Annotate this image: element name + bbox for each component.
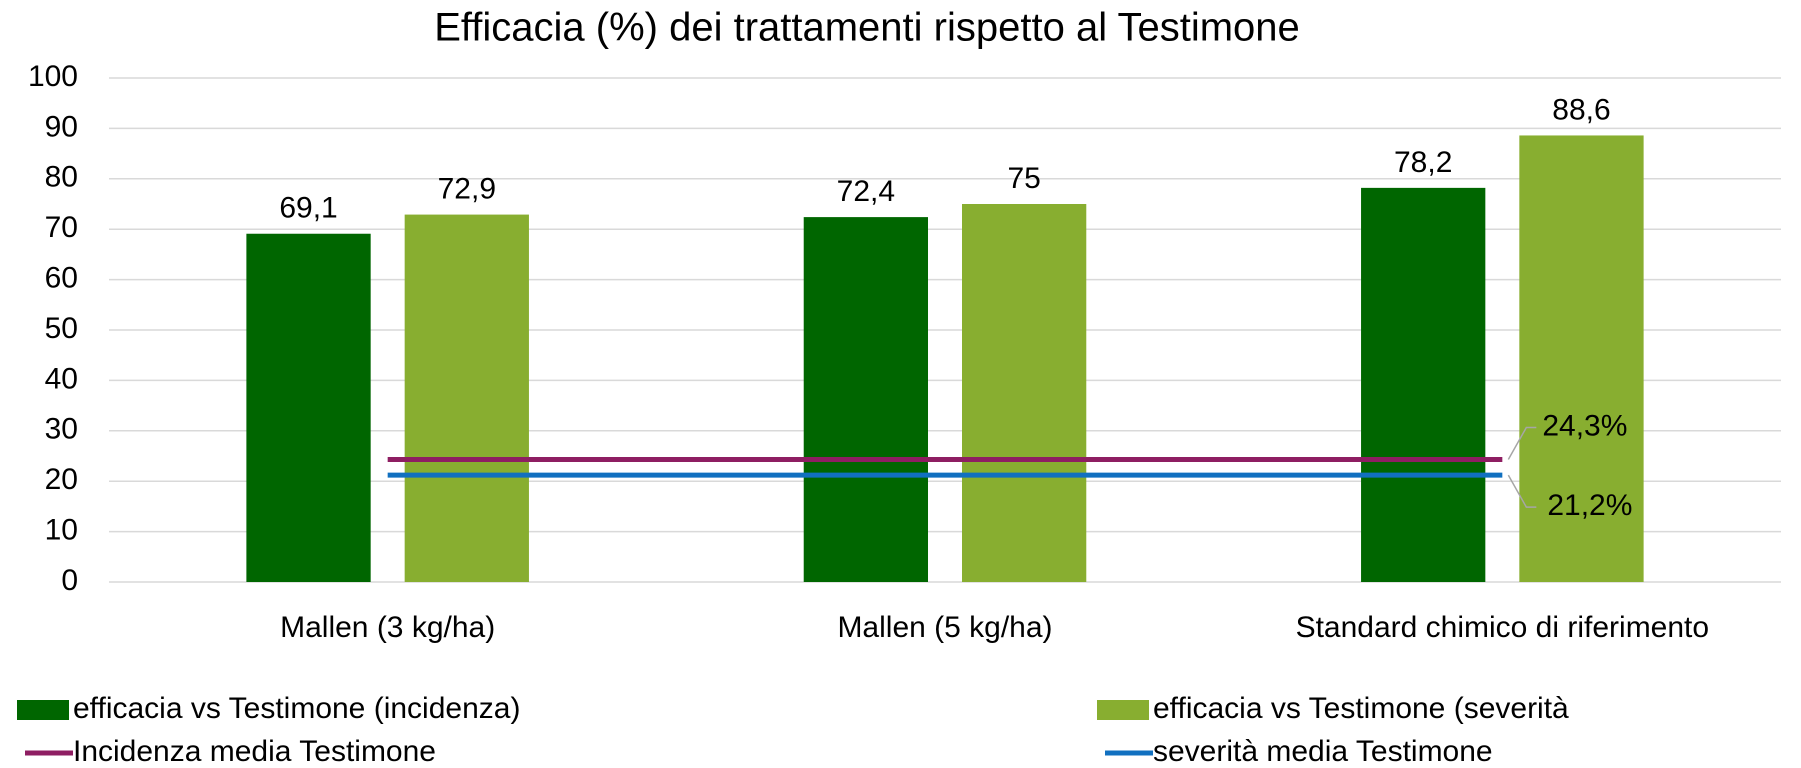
leader-line	[1507, 426, 1537, 460]
x-tick-label: Mallen (3 kg/ha)	[280, 611, 495, 644]
y-tick-label: 90	[45, 110, 78, 143]
data-label: 24,3%	[1542, 409, 1627, 442]
leader-line	[1507, 474, 1537, 508]
bar	[803, 217, 929, 582]
bar	[1519, 135, 1644, 582]
bar	[961, 204, 1087, 582]
bar	[404, 214, 529, 583]
chart-title: Efficacia (%) dei trattamenti rispetto a…	[434, 6, 1300, 50]
x-tick-label: Mallen (5 kg/ha)	[837, 611, 1052, 644]
legend-key	[1097, 700, 1149, 720]
bar	[1361, 187, 1486, 582]
y-tick-label: 100	[28, 60, 78, 93]
y-tick-label: 0	[61, 564, 78, 597]
data-label: 72,4	[837, 175, 895, 208]
y-tick-label: 50	[45, 312, 78, 345]
bar	[246, 233, 371, 582]
legend-key	[17, 700, 69, 720]
x-tick-label: Standard chimico di riferimento	[1296, 611, 1710, 644]
legend-label: efficacia vs Testimone (incidenza)	[73, 692, 520, 725]
legend-label: severità media Testimone	[1153, 735, 1493, 768]
y-tick-label: 30	[45, 413, 78, 446]
legend-label: efficacia vs Testimone (severità	[1153, 692, 1569, 725]
data-label: 72,9	[438, 173, 496, 206]
y-tick-label: 40	[45, 362, 78, 395]
data-label: 88,6	[1552, 93, 1610, 126]
data-label: 21,2%	[1547, 489, 1632, 522]
legend-label: Incidenza media Testimone	[73, 735, 436, 768]
y-tick-label: 80	[45, 161, 78, 194]
data-label: 69,1	[279, 192, 337, 225]
y-tick-label: 10	[45, 514, 78, 547]
data-label: 78,2	[1394, 146, 1452, 179]
data-label: 75	[1007, 162, 1040, 195]
y-tick-label: 60	[45, 262, 78, 295]
y-tick-label: 70	[45, 211, 78, 244]
y-tick-label: 20	[45, 463, 78, 496]
